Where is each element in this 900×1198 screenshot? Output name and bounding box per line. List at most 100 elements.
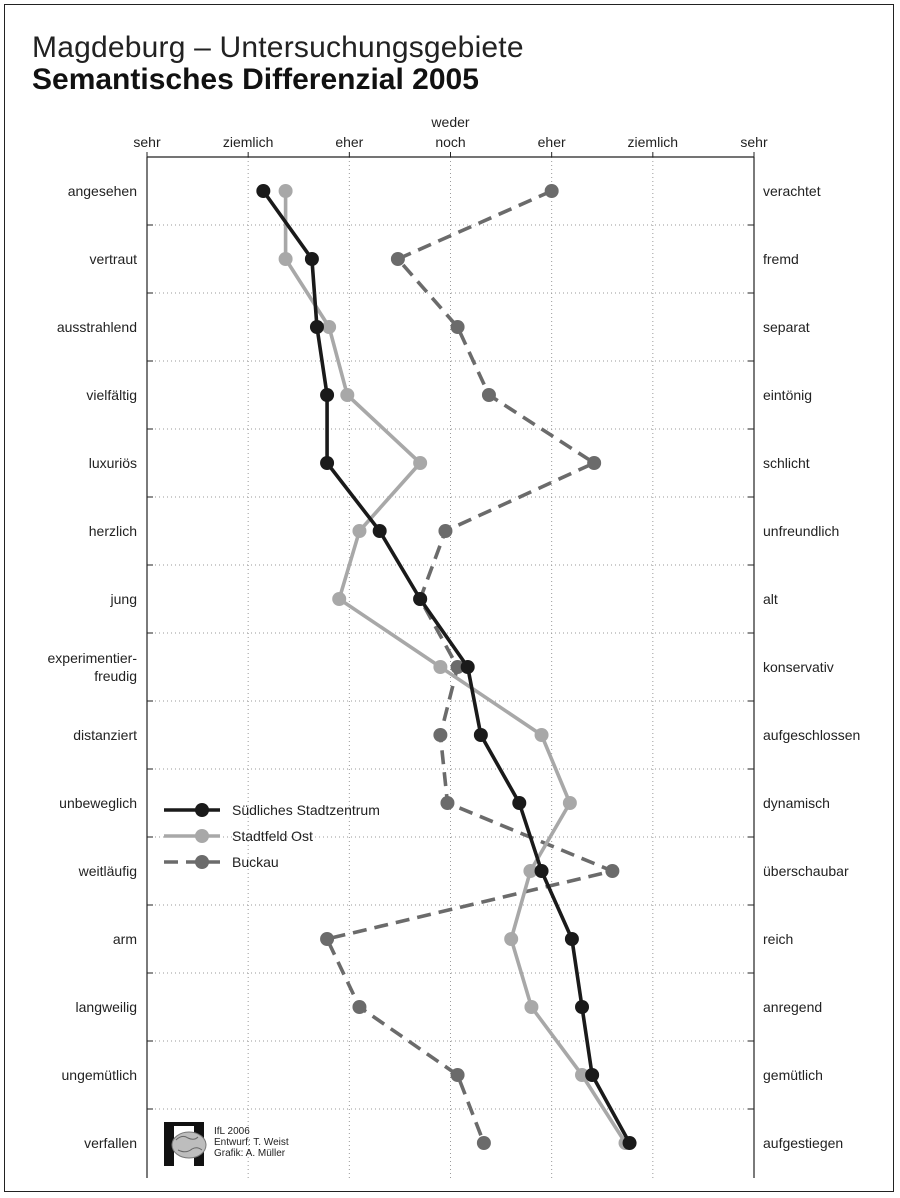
logo-bar-left: [164, 1122, 174, 1166]
data-point: [390, 252, 405, 266]
row-label-left: angesehen: [68, 183, 137, 199]
row-label-right: anregend: [763, 999, 822, 1015]
row-label-right: aufgestiegen: [763, 1135, 843, 1151]
data-point: [622, 1136, 637, 1150]
legend-marker: [195, 803, 209, 817]
data-point: [504, 932, 519, 946]
row-label-left: langweilig: [76, 999, 137, 1015]
data-point: [476, 1136, 491, 1150]
data-point: [332, 592, 347, 606]
data-point: [523, 864, 538, 878]
scale-label: eher: [538, 134, 566, 150]
row-label-right: reich: [763, 931, 793, 947]
credits: IfL 2006 Entwurf: T. Weist Grafik: A. Mü…: [214, 1126, 289, 1159]
data-point: [352, 1000, 367, 1014]
chart-subtitle: Semantisches Differenzial 2005: [32, 63, 479, 96]
row-label-right: gemütlich: [763, 1067, 823, 1083]
data-point: [460, 660, 475, 674]
data-point: [585, 1068, 600, 1082]
data-point: [413, 456, 428, 470]
row-label-left: unbeweglich: [59, 795, 137, 811]
data-point: [512, 796, 527, 810]
row-label-right: überschaubar: [763, 863, 849, 879]
data-point: [372, 524, 387, 538]
data-point: [256, 184, 271, 198]
scale-label: ziemlich: [628, 134, 679, 150]
row-label-right: verachtet: [763, 183, 821, 199]
data-point: [340, 388, 355, 402]
data-point: [481, 388, 496, 402]
row-label-left: arm: [113, 931, 137, 947]
scale-label: eher: [335, 134, 363, 150]
data-point: [413, 592, 428, 606]
globe-lines: [175, 1135, 203, 1153]
row-label-right: dynamisch: [763, 795, 830, 811]
row-label-right: alt: [763, 591, 778, 607]
data-point: [534, 728, 549, 742]
data-point: [450, 660, 465, 674]
data-point: [352, 524, 367, 538]
globe-icon: [171, 1131, 207, 1159]
legend-label: Südliches Stadtzentrum: [232, 802, 380, 818]
row-label-left: ungemütlich: [62, 1067, 138, 1083]
row-label-right: unfreundlich: [763, 523, 839, 539]
legend-marker: [195, 829, 209, 843]
scale-label: sehr: [133, 134, 161, 150]
data-point: [562, 796, 577, 810]
row-label-left: ausstrahlend: [57, 319, 137, 335]
row-label-left: verfallen: [84, 1135, 137, 1151]
data-point: [544, 184, 559, 198]
legend-label: Stadtfeld Ost: [232, 828, 313, 844]
chart-frame: [4, 4, 894, 1192]
data-point: [587, 456, 602, 470]
data-point: [524, 1000, 539, 1014]
scale-label: ziemlich: [223, 134, 274, 150]
row-label-right: schlicht: [763, 455, 810, 471]
row-label-left: experimentier-: [48, 650, 138, 666]
data-point: [320, 456, 335, 470]
data-point: [278, 184, 293, 198]
data-point: [575, 1000, 590, 1014]
row-label-right: aufgeschlossen: [763, 727, 860, 743]
data-point: [440, 796, 455, 810]
data-point: [433, 728, 448, 742]
legend-marker: [195, 855, 209, 869]
row-label-right: fremd: [763, 251, 799, 267]
row-label-left: herzlich: [89, 523, 137, 539]
logo-bar-top: [164, 1122, 204, 1126]
row-label-left: vielfältig: [86, 387, 137, 403]
row-label-right: separat: [763, 319, 810, 335]
data-point: [278, 252, 293, 266]
row-label-left: weitläufig: [78, 863, 137, 879]
data-point: [438, 524, 453, 538]
row-label-right: eintönig: [763, 387, 812, 403]
credits-line-3: Grafik: A. Müller: [214, 1148, 286, 1159]
scale-label: weder: [430, 114, 469, 130]
data-point: [473, 728, 488, 742]
data-point: [309, 320, 324, 334]
row-label-left: luxuriös: [89, 455, 137, 471]
data-point: [304, 252, 319, 266]
data-point: [564, 932, 579, 946]
scale-label: sehr: [740, 134, 768, 150]
data-point: [320, 932, 335, 946]
data-point: [433, 660, 448, 674]
data-point: [450, 1068, 465, 1082]
chart-title: Magdeburg – Untersuchungsgebiete: [32, 31, 524, 64]
row-label-left: freudig: [94, 668, 137, 684]
data-point: [320, 388, 335, 402]
data-point: [575, 1068, 590, 1082]
row-label-left: jung: [110, 591, 137, 607]
row-label-right: konservativ: [763, 659, 834, 675]
legend-label: Buckau: [232, 854, 279, 870]
data-point: [534, 864, 549, 878]
data-point: [605, 864, 620, 878]
row-label-left: distanziert: [73, 727, 137, 743]
row-label-left: vertraut: [90, 251, 138, 267]
credits-line-1: IfL 2006: [214, 1126, 250, 1137]
data-point: [450, 320, 465, 334]
credits-line-2: Entwurf: T. Weist: [214, 1137, 289, 1148]
scale-label: noch: [435, 134, 465, 150]
data-point: [322, 320, 337, 334]
